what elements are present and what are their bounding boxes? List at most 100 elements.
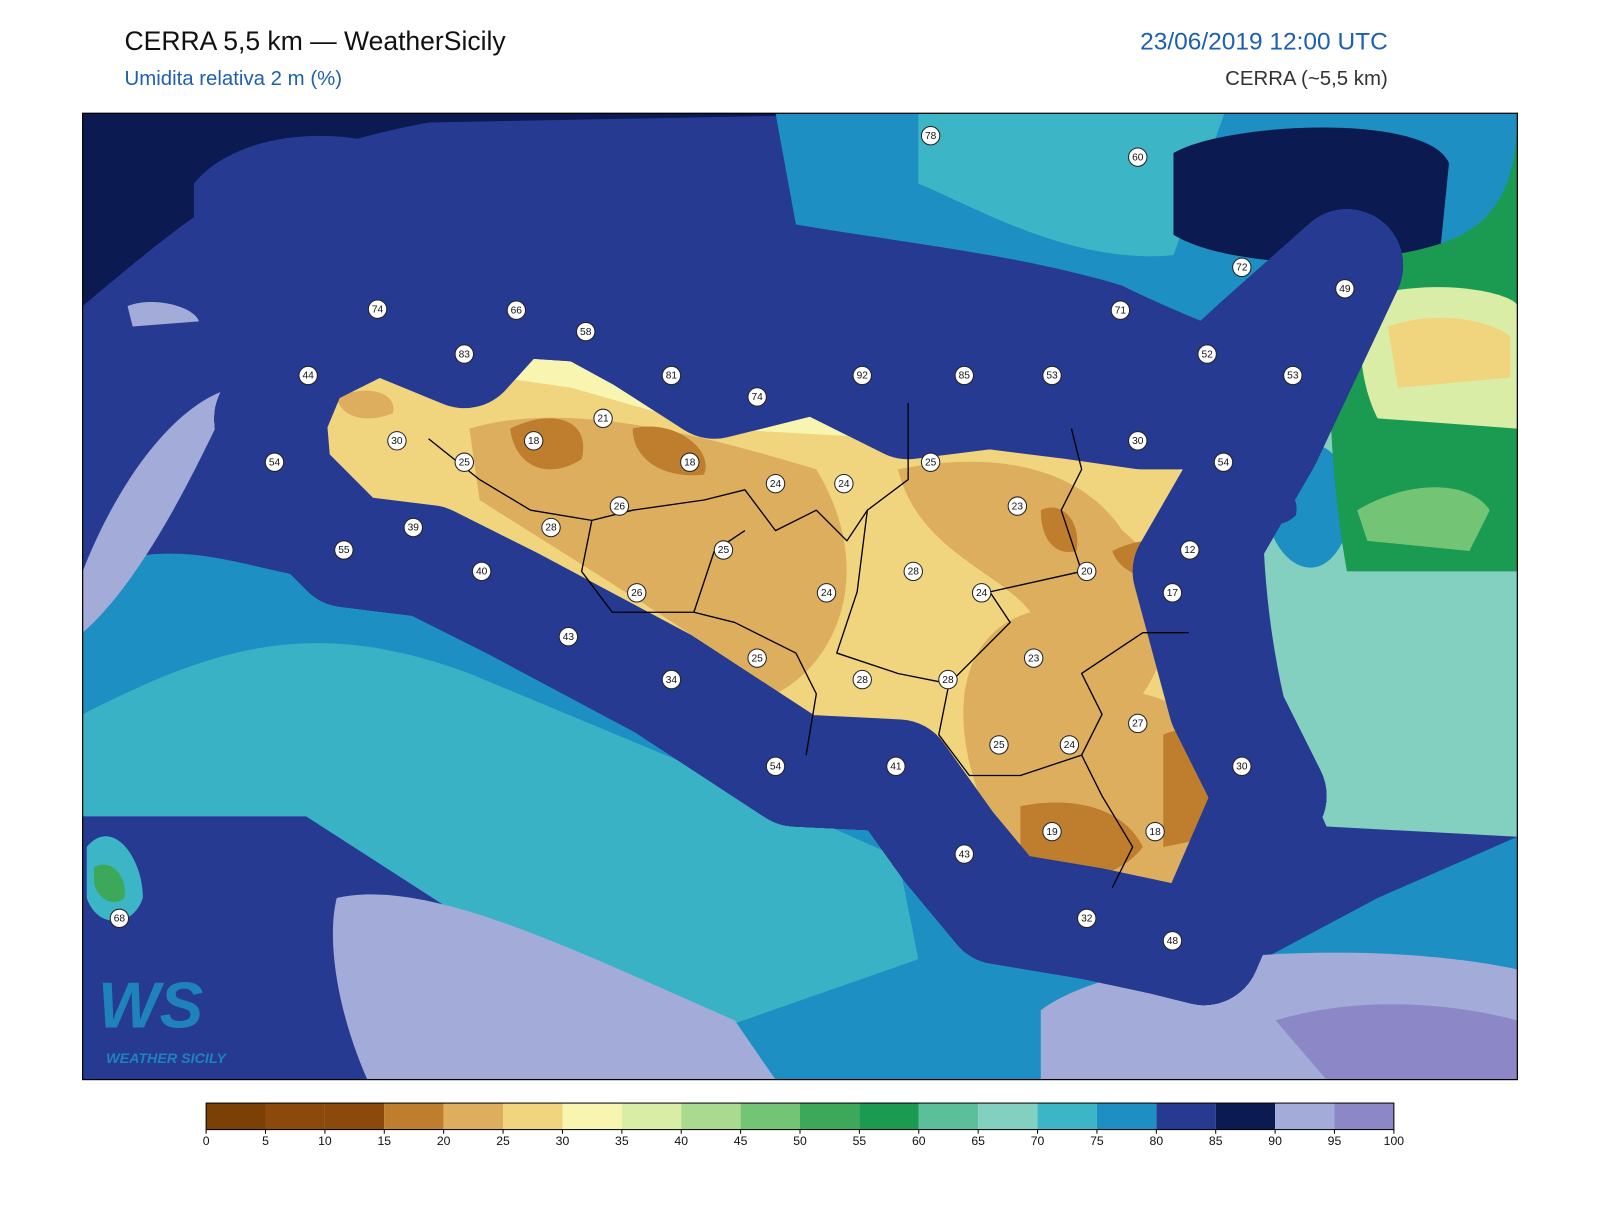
station-marker — [920, 452, 941, 472]
station-marker — [593, 408, 613, 429]
colorbar-tick-label: 85 — [1209, 1134, 1223, 1148]
station-marker — [1213, 452, 1234, 472]
colorbar-segment — [1275, 1103, 1335, 1130]
station-marker — [1042, 365, 1062, 386]
station-marker — [1232, 257, 1252, 278]
station-value: 18 — [684, 457, 696, 468]
station-marker — [1232, 756, 1252, 777]
station-marker — [454, 344, 474, 364]
station-marker — [1162, 583, 1183, 603]
station-value: 25 — [459, 457, 471, 468]
colorbar-segment — [740, 1103, 800, 1130]
colorbar-segment — [443, 1103, 504, 1130]
station-value: 28 — [857, 675, 869, 686]
colorbar-segment — [384, 1103, 444, 1130]
station-marker — [1283, 365, 1303, 386]
station-value: 85 — [959, 371, 971, 382]
station-value: 12 — [1184, 545, 1196, 556]
colorbar-tick-label: 35 — [615, 1134, 629, 1148]
colorbar-tick-label: 90 — [1268, 1134, 1282, 1148]
station-value: 30 — [1132, 436, 1144, 447]
colorbar-segment — [503, 1103, 563, 1130]
station-value: 58 — [580, 327, 592, 338]
station-value: 55 — [338, 545, 350, 556]
colorbar-segment — [1156, 1103, 1216, 1130]
colorbar-tick-label: 40 — [674, 1134, 688, 1148]
station-value: 81 — [666, 371, 678, 382]
station-value: 32 — [1081, 914, 1093, 925]
colorbar-tick-label: 50 — [793, 1134, 807, 1148]
station-marker — [334, 540, 354, 560]
station-marker — [954, 365, 974, 386]
station-value: 78 — [925, 131, 937, 142]
station-value: 18 — [528, 436, 540, 447]
station-marker — [747, 648, 767, 668]
station-value: 54 — [770, 762, 782, 773]
station-marker — [1023, 648, 1044, 668]
colorbar-segment — [859, 1103, 919, 1130]
station-value: 71 — [1115, 305, 1127, 316]
station-marker — [971, 583, 992, 603]
map — [82, 113, 1518, 1080]
station-value: 21 — [597, 414, 609, 425]
colorbar-segment — [621, 1103, 682, 1130]
station-marker — [523, 431, 544, 451]
station-marker — [661, 669, 682, 690]
station-value: 48 — [1167, 936, 1179, 947]
station-value: 74 — [751, 392, 763, 403]
colorbar-tick-label: 65 — [971, 1134, 985, 1148]
station-value: 25 — [751, 653, 763, 664]
station-marker — [367, 299, 388, 319]
station-value: 34 — [666, 675, 678, 686]
logo-text: WEATHER SICILY — [106, 1051, 227, 1067]
station-value: 26 — [614, 501, 626, 512]
colorbar: 0 5 10 15 20 25 30 35 40 45 50 55 60 65 70 75 80 85 90 95 10… — [203, 1102, 1405, 1148]
station-value: 23 — [1028, 653, 1040, 664]
station-value: 40 — [476, 567, 488, 578]
station-value: 24 — [976, 588, 988, 599]
station-marker — [403, 517, 423, 538]
station-value: 72 — [1236, 263, 1248, 274]
station-value: 26 — [631, 588, 643, 599]
station-value: 49 — [1339, 284, 1351, 295]
colorbar-tick-label: 60 — [912, 1134, 926, 1148]
logo-mark: WS — [98, 968, 203, 1041]
station-marker — [471, 561, 492, 582]
station-marker — [558, 627, 579, 647]
station-marker — [747, 387, 767, 407]
station-marker — [264, 452, 285, 472]
station-marker — [541, 517, 561, 538]
station-marker — [1077, 908, 1097, 929]
model: CERRA (~5,5 km) — [1225, 68, 1388, 90]
station-value: 23 — [1012, 501, 1024, 512]
colorbar-tick-label: 75 — [1090, 1134, 1104, 1148]
station-value: 41 — [890, 762, 902, 773]
station-value: 54 — [1218, 457, 1230, 468]
station-value: 52 — [1201, 349, 1213, 360]
station-value: 25 — [925, 457, 937, 468]
station-value: 74 — [372, 304, 384, 315]
station-marker — [298, 365, 318, 386]
colorbar-tick-label: 95 — [1328, 1134, 1342, 1148]
colorbar-segment — [1037, 1103, 1097, 1130]
colorbar-tick-label: 10 — [318, 1134, 332, 1148]
station-marker — [765, 473, 786, 494]
station-marker — [680, 452, 700, 472]
station-marker — [886, 756, 906, 777]
station-marker — [1042, 821, 1062, 842]
station-value: 17 — [1167, 588, 1179, 599]
station-value: 28 — [545, 523, 557, 534]
station-marker — [661, 365, 682, 386]
station-marker — [1128, 147, 1148, 167]
station-marker — [920, 126, 941, 146]
station-value: 24 — [821, 588, 833, 599]
station-value: 25 — [993, 740, 1005, 751]
station-value: 60 — [1132, 152, 1144, 163]
colorbar-tick-label: 100 — [1384, 1134, 1405, 1148]
station-value: 20 — [1081, 567, 1093, 578]
station-marker — [938, 669, 958, 690]
colorbar-segment — [562, 1103, 622, 1130]
colorbar-segment — [681, 1103, 741, 1130]
station-marker — [852, 365, 872, 386]
station-marker — [387, 431, 407, 451]
